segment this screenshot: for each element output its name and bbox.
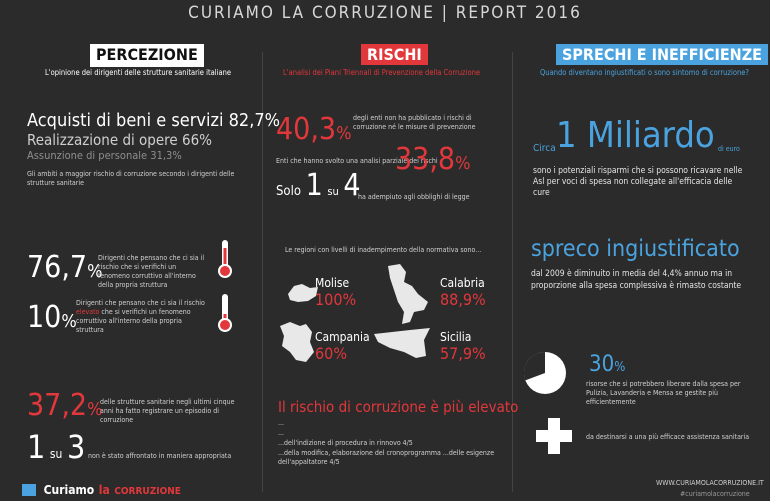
percezione-title: PERCEZIONE: [90, 44, 204, 67]
stat-37-text: delle strutture sanitarie negli ultimi c…: [100, 398, 235, 424]
logo-mark-icon: [22, 483, 36, 496]
plus-text: da destinarsi a una più efficace assiste…: [586, 433, 750, 441]
region-molise-value: 100%: [315, 290, 357, 309]
region-molise-name: Molise: [315, 276, 350, 290]
regions-intro: Le regioni con livelli di inadempimento …: [285, 246, 482, 254]
stat-40: 40,3%: [276, 112, 352, 147]
circa-label: Circa: [533, 143, 556, 154]
rischi-bottom-line: ...dell'indizione di procedura in rinnov…: [278, 439, 413, 447]
area-assunzione: Assunzione di personale 31,3%: [27, 149, 182, 162]
sicilia-map-icon: [374, 328, 430, 358]
rischi-bottom-title: Il rischio di corruzione è più elevato: [278, 398, 519, 416]
spreco-title: spreco ingiustificato: [531, 236, 740, 262]
rischi-bottom-line: ...: [278, 419, 284, 427]
stat-40-text: degli enti non ha pubblicato i rischi di…: [353, 114, 476, 131]
stat-10-text: Dirigenti che pensano che ci sia il risc…: [76, 299, 205, 334]
plus-icon: [536, 418, 572, 454]
footer-url[interactable]: WWW.CURIAMOLACORRUZIONE.IT: [656, 479, 764, 487]
stat-33: 33,8%: [395, 142, 471, 177]
stat-76: 76,7%: [27, 250, 103, 285]
sprechi-subtitle: Quando diventano ingiustificati o sono s…: [540, 68, 749, 77]
stat-10: 10%: [27, 300, 77, 335]
spreco-text: dal 2009 è diminuito in media del 4,4% a…: [531, 269, 742, 291]
region-campania-value: 60%: [315, 344, 347, 363]
rischi-subtitle: L'analisi dei Piani Triennali di Prevenz…: [283, 68, 481, 77]
areas-note: Gli ambiti a maggior rischio di corruzio…: [27, 170, 235, 187]
rischi-bottom-line: ...della modifica, elaborazione del cron…: [278, 449, 495, 466]
footer-logo: Curiamo la CORRUZIONE: [22, 479, 181, 498]
thermometer-icon: [218, 294, 232, 332]
stat-1su3: 1 su 3: [27, 428, 86, 466]
rischi-bottom-line: ...: [278, 429, 284, 437]
region-calabria-value: 88,9%: [440, 290, 486, 309]
stat-33-text: Enti che hanno svolto una analisi parzia…: [276, 157, 438, 165]
pct-30-text: risorse che si potrebbero liberare dalla…: [586, 380, 741, 406]
column-divider: [512, 52, 513, 492]
pct-30: 30%: [589, 352, 626, 377]
area-acquisti: Acquisti di beni e servizi 82,7%: [27, 110, 281, 131]
footer-hashtag: #curiamolacorruzione: [680, 490, 750, 498]
stat-1su4-text: ha adempiuto agli obblighi di legge: [358, 193, 470, 201]
pie-icon: [523, 351, 566, 394]
region-campania-name: Campania: [315, 330, 370, 344]
miliardo-text: sono i potenziali risparmi che si posson…: [533, 166, 743, 198]
page-title: CURIAMO LA CORRUZIONE | REPORT 2016: [188, 3, 582, 23]
rischi-title: RISCHI: [361, 44, 428, 65]
molise-map-icon: [288, 284, 318, 302]
region-sicilia-value: 57,9%: [440, 344, 486, 363]
sprechi-title: SPRECHI E INEFFICIENZE: [556, 44, 768, 65]
column-divider: [262, 52, 263, 492]
thermometer-icon: [218, 240, 232, 278]
campania-map-icon: [280, 322, 314, 362]
region-calabria-name: Calabria: [440, 276, 485, 290]
stat-1su3-text: non è stato affrontato in maniera approp…: [88, 452, 232, 460]
miliardo-value: 1 Miliardo: [556, 115, 715, 156]
di-euro-label: di euro: [718, 145, 740, 153]
region-sicilia-name: Sicilia: [440, 330, 472, 344]
area-opere: Realizzazione di opere 66%: [27, 131, 212, 149]
stat-76-text: Dirigenti che pensano che ci sia il risc…: [98, 254, 205, 289]
stat-37: 37,2%: [27, 388, 103, 423]
calabria-map-icon: [388, 264, 428, 324]
percezione-subtitle: L'opinione dei dirigenti delle strutture…: [45, 68, 232, 77]
stat-1su4: Solo 1 su 4: [276, 168, 361, 203]
